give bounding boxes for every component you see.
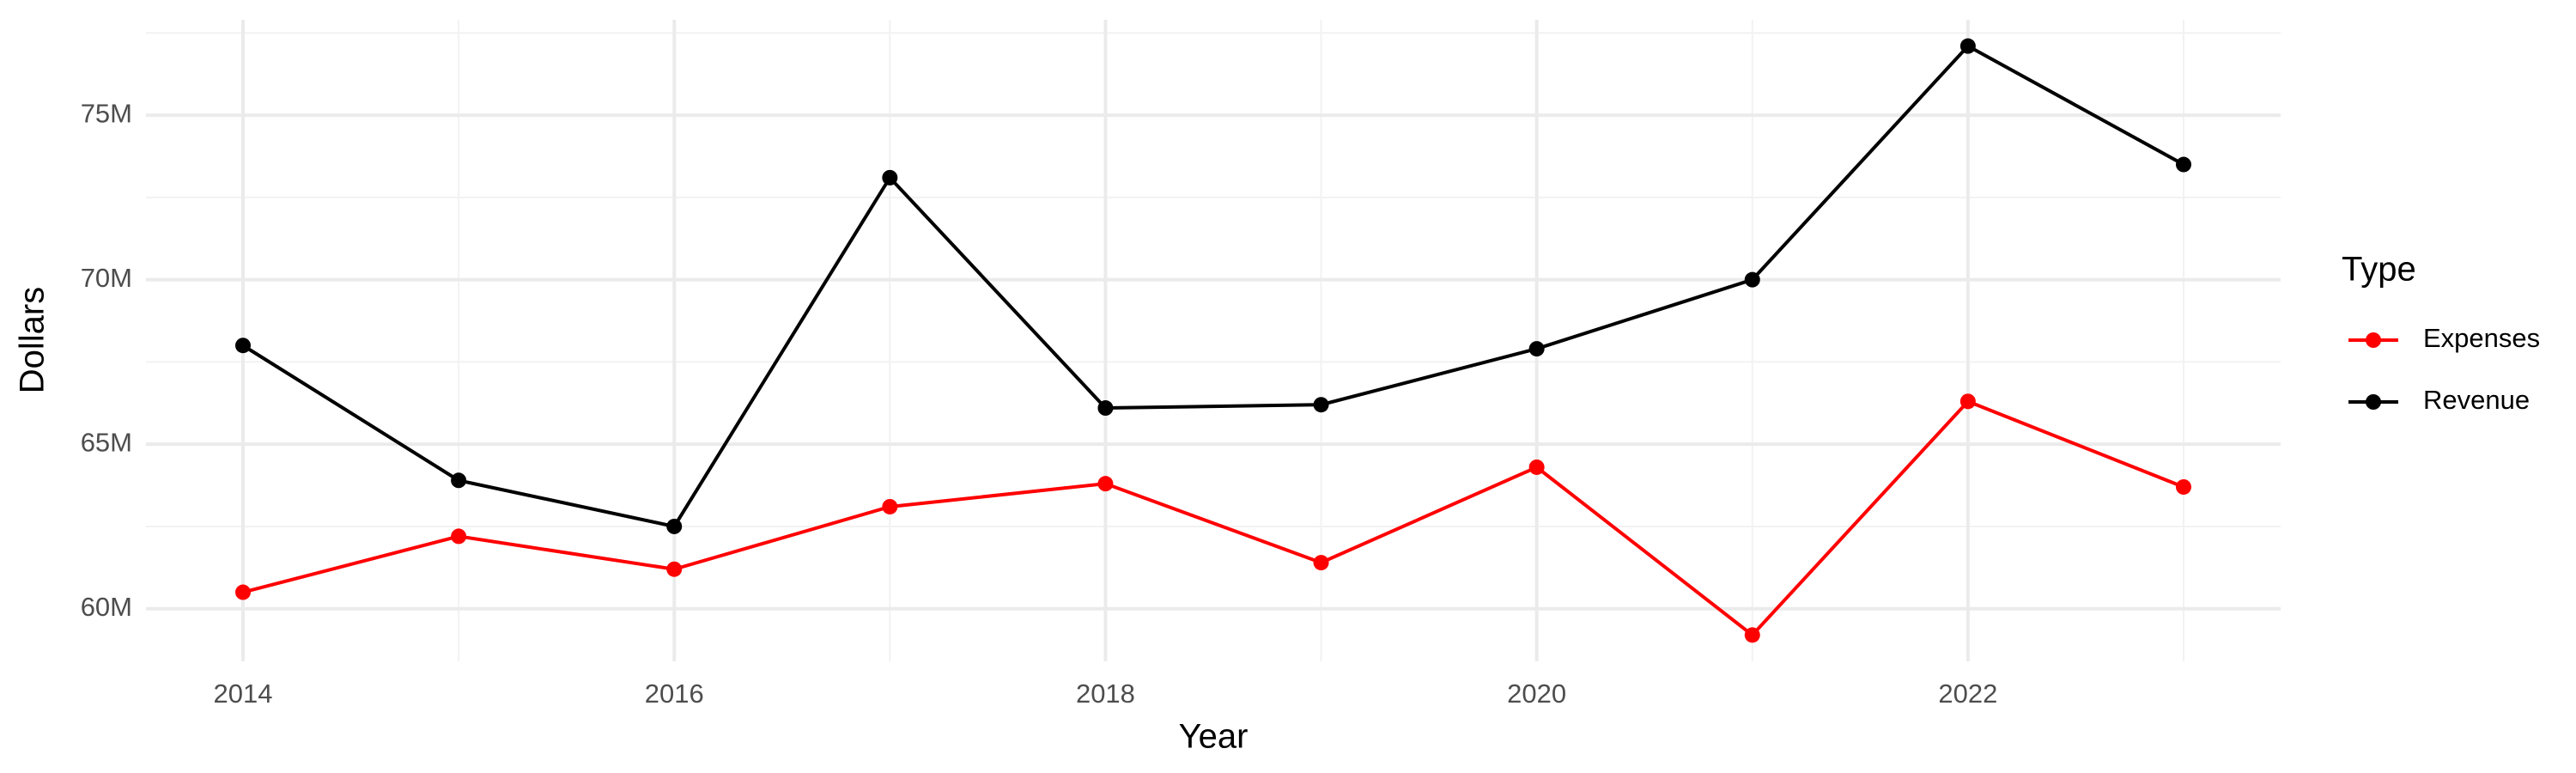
data-point [235, 584, 251, 600]
data-point [1744, 271, 1760, 288]
series-line [241, 44, 2184, 529]
data-point [1097, 476, 1114, 492]
x-axis-title: Year [1179, 718, 1249, 756]
x-tick-label: 2022 [1938, 679, 1997, 709]
data-point [1744, 627, 1760, 643]
y-tick-label: 60M [81, 592, 132, 622]
data-point [666, 561, 683, 577]
data-point [235, 338, 251, 354]
series-line [242, 399, 2184, 638]
data-point [1959, 38, 1976, 54]
legend-label: Expenses [2423, 323, 2540, 353]
data-point [1097, 400, 1114, 417]
legend-marker [2366, 394, 2381, 410]
x-tick-label: 2020 [1507, 679, 1566, 709]
y-tick-label: 70M [81, 263, 132, 293]
data-point [882, 169, 898, 186]
legend-marker [2366, 332, 2381, 348]
x-tick-label: 2016 [645, 679, 704, 709]
x-tick-label: 2018 [1076, 679, 1135, 709]
data-point [2176, 478, 2191, 495]
legend-label: Revenue [2423, 385, 2530, 415]
data-point [1528, 459, 1545, 475]
data-point [666, 518, 683, 534]
data-point [1959, 393, 1976, 410]
x-tick-label: 2014 [214, 679, 273, 709]
data-point [451, 472, 467, 489]
data-point [1313, 397, 1329, 413]
data-point [882, 498, 898, 514]
data-point [451, 528, 467, 545]
data-point [1528, 341, 1545, 357]
y-axis-title: Dollars [14, 287, 52, 393]
legend-title: Type [2342, 251, 2416, 289]
data-point [2176, 156, 2191, 173]
data-point [1313, 555, 1329, 571]
y-tick-label: 65M [81, 427, 132, 457]
grid [146, 20, 2281, 661]
y-tick-label: 75M [81, 98, 132, 128]
